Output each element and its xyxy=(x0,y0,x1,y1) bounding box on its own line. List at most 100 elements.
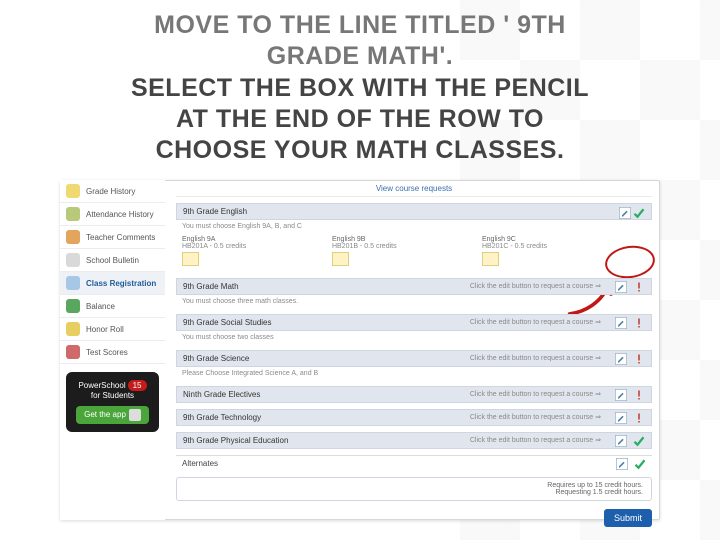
sidebar-item[interactable]: Honor Roll xyxy=(60,318,165,341)
row-hint: Click the edit button to request a cours… xyxy=(470,282,601,290)
phone-icon xyxy=(129,409,141,421)
requirement-row: 9th Grade Science Click the edit button … xyxy=(176,350,652,367)
pencil-icon[interactable] xyxy=(615,389,627,401)
chip-title: English 9B xyxy=(332,236,442,243)
sidebar-item[interactable]: Test Scores xyxy=(60,341,165,364)
pencil-icon[interactable] xyxy=(616,458,628,470)
row-sub: You must choose three math classes. xyxy=(176,295,652,308)
screenshot-panel: Grade History Attendance History Teacher C… xyxy=(60,180,660,520)
promo-card[interactable]: PowerSchool15 for Students Get the app xyxy=(66,372,159,432)
section-sub: You must choose English 9A, B, and C xyxy=(176,220,652,236)
course-chips: English 9A HB201A - 0.5 credits English … xyxy=(176,236,652,272)
summary-line: Requires up to 15 credit hours. xyxy=(185,482,643,489)
heading-line: AT THE END OF THE ROW TO xyxy=(30,104,690,135)
sidebar-label: Teacher Comments xyxy=(86,233,155,242)
sidebar-icon xyxy=(66,322,80,336)
sidebar-label: Attendance History xyxy=(86,210,154,219)
note-icon xyxy=(182,252,199,266)
row-hint: Click the edit button to request a cours… xyxy=(470,390,601,398)
row-hint: Click the edit button to request a cours… xyxy=(470,354,601,362)
promo-sub: for Students xyxy=(72,391,153,400)
pencil-icon[interactable] xyxy=(615,353,627,365)
row-hint: Click the edit button to request a cours… xyxy=(470,318,601,326)
sidebar-label: Balance xyxy=(86,302,115,311)
sidebar-item[interactable]: School Bulletin xyxy=(60,249,165,272)
requirement-row: 9th Grade Social Studies Click the edit … xyxy=(176,314,652,331)
check-icon xyxy=(633,435,645,447)
sidebar-icon xyxy=(66,207,80,221)
chip-credits: HB201C - 0.5 credits xyxy=(482,243,592,250)
promo-badge: 15 xyxy=(128,380,147,391)
chip-credits: HB201B - 0.5 credits xyxy=(332,243,442,250)
pencil-icon[interactable] xyxy=(619,207,631,219)
sidebar-icon xyxy=(66,299,80,313)
alert-icon xyxy=(633,317,645,329)
note-icon xyxy=(332,252,349,266)
chip-title: English 9C xyxy=(482,236,592,243)
sidebar-label: Class Registration xyxy=(86,279,156,288)
requirement-row: 9th Grade Math Click the edit button to … xyxy=(176,278,652,295)
credit-summary: Requires up to 15 credit hours. Requesti… xyxy=(176,477,652,501)
section-title: 9th Grade English xyxy=(183,207,247,216)
section-header: 9th Grade English xyxy=(176,203,652,220)
content-panel: View course requests 9th Grade English Y… xyxy=(176,184,652,512)
pencil-icon[interactable] xyxy=(615,317,627,329)
course-chip: English 9B HB201B - 0.5 credits xyxy=(332,236,442,266)
sidebar-label: School Bulletin xyxy=(86,256,139,265)
course-chip: English 9C HB201C - 0.5 credits xyxy=(482,236,592,266)
sidebar-icon xyxy=(66,253,80,267)
alert-icon xyxy=(633,389,645,401)
alert-icon xyxy=(633,412,645,424)
requirement-row: 9th Grade Physical Education Click the e… xyxy=(176,432,652,449)
row-hint: Click the edit button to request a cours… xyxy=(470,413,601,421)
section-english: 9th Grade English You must choose Englis… xyxy=(176,203,652,272)
sidebar-label: Test Scores xyxy=(86,348,128,357)
pencil-icon[interactable] xyxy=(615,412,627,424)
row-title: 9th Grade Physical Education xyxy=(183,436,288,445)
sidebar-item[interactable]: Attendance History xyxy=(60,203,165,226)
note-icon xyxy=(482,252,499,266)
alert-icon xyxy=(633,281,645,293)
sidebar-label: Grade History xyxy=(86,187,135,196)
row-title: 9th Grade Technology xyxy=(183,413,261,422)
row-sub: You must choose two classes xyxy=(176,331,652,344)
heading-line: CHOOSE YOUR MATH CLASSES. xyxy=(30,135,690,166)
requirement-row: Ninth Grade Electives Click the edit but… xyxy=(176,386,652,403)
check-icon xyxy=(633,207,645,219)
submit-button[interactable]: Submit xyxy=(604,509,652,527)
check-icon xyxy=(634,458,646,470)
requirement-row: 9th Grade Technology Click the edit butt… xyxy=(176,409,652,426)
heading-line: MOVE TO THE LINE TITLED ' 9TH xyxy=(30,10,690,41)
alert-icon xyxy=(633,353,645,365)
promo-cta[interactable]: Get the app xyxy=(76,406,149,424)
pencil-icon[interactable] xyxy=(615,281,627,293)
sidebar-icon xyxy=(66,276,80,290)
row-hint: Click the edit button to request a cours… xyxy=(470,436,601,444)
promo-title: PowerSchool15 xyxy=(72,380,153,391)
sidebar-icon xyxy=(66,230,80,244)
row-title: 9th Grade Science xyxy=(183,354,249,363)
row-sub: Please Choose Integrated Science A, and … xyxy=(176,367,652,380)
sidebar-label: Honor Roll xyxy=(86,325,124,334)
row-title: Ninth Grade Electives xyxy=(183,390,260,399)
summary-line: Requesting 1.5 credit hours. xyxy=(185,489,643,496)
sidebar-item[interactable]: Class Registration xyxy=(60,272,165,295)
course-chip: English 9A HB201A - 0.5 credits xyxy=(182,236,292,266)
row-title: 9th Grade Social Studies xyxy=(183,318,272,327)
heading-line: SELECT THE BOX WITH THE PENCIL xyxy=(30,73,690,104)
sidebar-item[interactable]: Teacher Comments xyxy=(60,226,165,249)
sidebar-icon xyxy=(66,184,80,198)
view-requests-link[interactable]: View course requests xyxy=(176,184,652,197)
sidebar-item[interactable]: Balance xyxy=(60,295,165,318)
chip-title: English 9A xyxy=(182,236,292,243)
chip-credits: HB201A - 0.5 credits xyxy=(182,243,292,250)
sidebar-icon xyxy=(66,345,80,359)
pencil-icon[interactable] xyxy=(615,435,627,447)
heading-line: GRADE MATH'. xyxy=(30,41,690,72)
alternates-label: Alternates xyxy=(182,459,218,468)
alternates-row: Alternates xyxy=(176,455,652,471)
instruction-heading: MOVE TO THE LINE TITLED ' 9TH GRADE MATH… xyxy=(30,10,690,166)
row-title: 9th Grade Math xyxy=(183,282,239,291)
sidebar-item[interactable]: Grade History xyxy=(60,180,165,203)
sidebar: Grade History Attendance History Teacher C… xyxy=(60,180,165,520)
